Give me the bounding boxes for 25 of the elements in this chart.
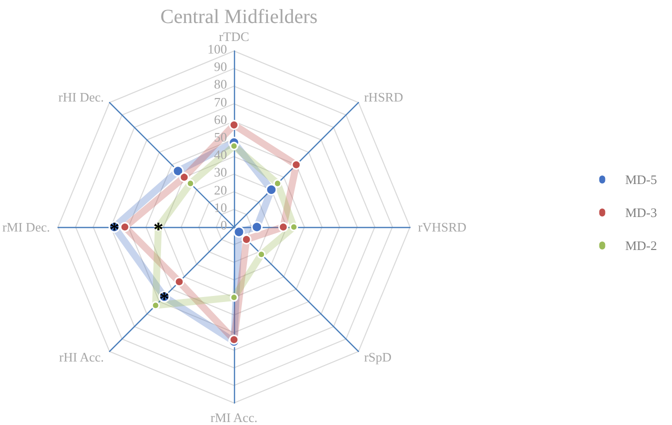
y-tick-label: 40: [214, 147, 227, 162]
spoke-label: rMI Acc.: [210, 410, 258, 425]
y-tick-label: 20: [214, 182, 227, 198]
y-tick-label: 70: [214, 94, 227, 110]
legend-label: MD-3: [625, 205, 658, 220]
legend-label: MD-2: [625, 238, 658, 253]
spoke-label: rHSRD: [364, 89, 404, 104]
spoke-label: rHI Acc.: [59, 350, 104, 365]
y-tick-label: 50: [214, 130, 227, 144]
y-tick-label: 100: [208, 42, 227, 56]
data-label: *: [153, 219, 164, 241]
data-label: *: [159, 288, 170, 311]
chart-title: Central Midfielders: [160, 6, 318, 28]
spoke-label: rSpD: [364, 350, 392, 365]
y-tick-label: 60: [214, 112, 227, 127]
spoke-label: rMI Dec.: [2, 220, 50, 234]
legend-label: MD-5: [625, 172, 658, 187]
y-tick-label: 90: [214, 59, 227, 74]
y-tick-label: 10: [214, 200, 227, 215]
data-label: *: [109, 219, 120, 241]
spoke-label: rHI Dec.: [58, 89, 104, 104]
spoke-label: rTDC: [218, 29, 250, 44]
y-tick-label: 30: [214, 164, 227, 180]
y-tick-label: 80: [214, 76, 227, 92]
spoke-label: rVHSRD: [418, 220, 466, 234]
